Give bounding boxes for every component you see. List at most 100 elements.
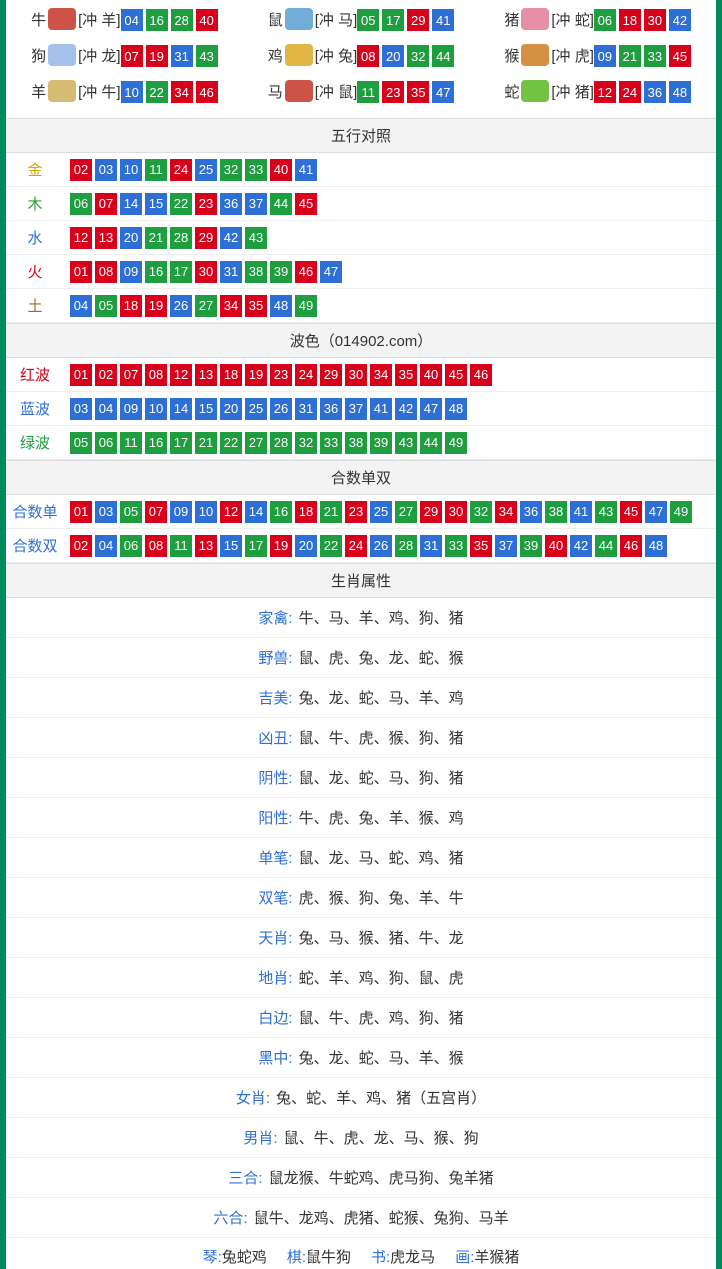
number-ball: 48 [445, 398, 467, 420]
number-ball: 38 [245, 261, 267, 283]
number-ball: 33 [320, 432, 342, 454]
number-ball: 10 [145, 398, 167, 420]
zodiac-balls: 12243648 [594, 81, 691, 103]
number-ball: 05 [120, 501, 142, 523]
number-ball: 32 [470, 501, 492, 523]
number-ball: 15 [145, 193, 167, 215]
zodiac-cell: 鸡[冲 兔]08203244 [243, 40, 480, 76]
number-ball: 14 [170, 398, 192, 420]
number-ball: 14 [120, 193, 142, 215]
attribute-row: 凶丑: 鼠、牛、虎、猴、狗、猪 [6, 718, 716, 758]
row-balls: 0204060811131517192022242628313335373940… [64, 535, 667, 557]
number-ball: 41 [370, 398, 392, 420]
attribute-row: 黑中: 兔、龙、蛇、马、羊、猴 [6, 1038, 716, 1078]
number-ball: 25 [245, 398, 267, 420]
number-ball: 28 [395, 535, 417, 557]
zodiac-cell: 牛[冲 羊]04162840 [6, 4, 243, 40]
zodiac-name: 蛇 [504, 81, 519, 102]
zodiac-head: 猴[冲 虎] [504, 44, 594, 66]
attribute-label: 单笔: [258, 850, 296, 867]
data-row: 木06071415222336374445 [6, 187, 716, 221]
number-ball: 48 [645, 535, 667, 557]
zodiac-conflict: [冲 羊] [78, 9, 121, 30]
number-ball: 36 [520, 501, 542, 523]
number-ball: 20 [382, 45, 404, 67]
attribute-label: 阳性: [258, 810, 296, 827]
number-ball: 13 [95, 227, 117, 249]
attribute-row: 吉美: 兔、龙、蛇、马、羊、鸡 [6, 678, 716, 718]
bottom-partial-value: 兔蛇鸡 [222, 1249, 267, 1266]
attribute-value: 鼠、龙、蛇、马、狗、猪 [299, 770, 464, 787]
number-ball: 45 [620, 501, 642, 523]
zodiac-balls: 07193143 [121, 45, 218, 67]
number-ball: 49 [295, 295, 317, 317]
row-label: 红波 [6, 364, 64, 385]
bottom-partial-item: 棋:鼠牛狗 [287, 1246, 351, 1267]
number-ball: 42 [395, 398, 417, 420]
number-ball: 46 [620, 535, 642, 557]
zodiac-grid: 牛[冲 羊]04162840鼠[冲 马]05172941猪[冲 蛇]061830… [6, 0, 716, 118]
section-header-attributes: 生肖属性 [6, 563, 716, 598]
zodiac-cell: 羊[冲 牛]10223446 [6, 76, 243, 112]
zodiac-balls: 11233547 [357, 81, 454, 103]
data-row: 合数单0103050709101214161821232527293032343… [6, 495, 716, 529]
zodiac-name: 猪 [504, 9, 519, 30]
number-ball: 16 [146, 9, 168, 31]
number-ball: 11 [145, 159, 167, 181]
number-ball: 08 [95, 261, 117, 283]
number-ball: 40 [420, 364, 442, 386]
number-ball: 22 [320, 535, 342, 557]
row-label: 火 [6, 261, 64, 282]
data-row: 红波0102070812131819232429303435404546 [6, 358, 716, 392]
number-ball: 23 [195, 193, 217, 215]
number-ball: 23 [270, 364, 292, 386]
number-ball: 36 [644, 81, 666, 103]
data-row: 蓝波03040910141520252631363741424748 [6, 392, 716, 426]
zodiac-cell: 狗[冲 龙]07193143 [6, 40, 243, 76]
number-ball: 43 [595, 501, 617, 523]
number-ball: 18 [220, 364, 242, 386]
attribute-value: 兔、龙、蛇、马、羊、鸡 [299, 690, 464, 707]
wuxing-rows: 金02031011242532334041木060714152223363744… [6, 153, 716, 323]
zodiac-conflict: [冲 兔] [315, 45, 358, 66]
attribute-label: 阴性: [258, 770, 296, 787]
number-ball: 11 [120, 432, 142, 454]
number-ball: 43 [395, 432, 417, 454]
number-ball: 03 [95, 159, 117, 181]
number-ball: 13 [195, 364, 217, 386]
zodiac-animal-icon [285, 80, 313, 102]
number-ball: 04 [70, 295, 92, 317]
number-ball: 46 [196, 81, 218, 103]
number-ball: 24 [345, 535, 367, 557]
number-ball: 04 [95, 398, 117, 420]
number-ball: 13 [195, 535, 217, 557]
number-ball: 07 [120, 364, 142, 386]
number-ball: 34 [220, 295, 242, 317]
number-ball: 18 [120, 295, 142, 317]
number-ball: 30 [445, 501, 467, 523]
number-ball: 05 [70, 432, 92, 454]
number-ball: 01 [70, 501, 92, 523]
number-ball: 38 [545, 501, 567, 523]
bottom-partial-label: 书: [371, 1249, 390, 1266]
number-ball: 19 [245, 364, 267, 386]
number-ball: 30 [345, 364, 367, 386]
attribute-label: 黑中: [258, 1050, 296, 1067]
number-ball: 20 [120, 227, 142, 249]
bottom-partial-label: 琴: [203, 1249, 222, 1266]
attribute-value: 鼠龙猴、牛蛇鸡、虎马狗、兔羊猪 [269, 1170, 494, 1187]
row-label: 蓝波 [6, 398, 64, 419]
zodiac-animal-icon [521, 8, 549, 30]
number-ball: 33 [644, 45, 666, 67]
number-ball: 33 [445, 535, 467, 557]
attribute-value: 牛、马、羊、鸡、狗、猪 [299, 610, 464, 627]
zodiac-cell: 鼠[冲 马]05172941 [243, 4, 480, 40]
zodiac-animal-icon [48, 80, 76, 102]
number-ball: 21 [195, 432, 217, 454]
number-ball: 27 [395, 501, 417, 523]
number-ball: 21 [320, 501, 342, 523]
number-ball: 48 [270, 295, 292, 317]
attribute-label: 三合: [228, 1170, 266, 1187]
number-ball: 02 [70, 159, 92, 181]
number-ball: 05 [357, 9, 379, 31]
